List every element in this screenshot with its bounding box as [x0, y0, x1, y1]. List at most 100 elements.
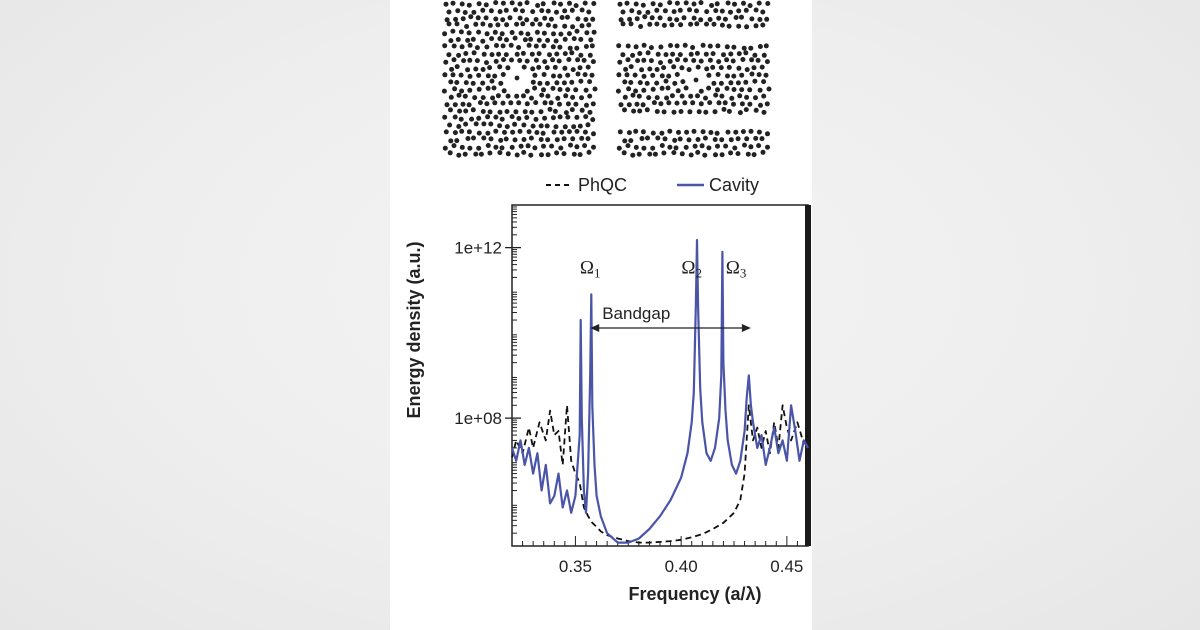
lattice-dot — [446, 9, 452, 15]
lattice-dot — [485, 114, 491, 120]
lattice-dot — [724, 57, 730, 63]
lattice-dot — [514, 152, 520, 158]
chart-svg: PhQC Cavity 1e+08 1e+12 0.35 0.40 0.45 Ω1 Ω2… — [404, 0, 811, 604]
lattice-dot — [626, 86, 632, 92]
lattice-dot — [574, 45, 580, 51]
lattice-dot — [719, 152, 725, 158]
lattice-dot — [739, 101, 745, 107]
lattice-dot — [452, 130, 458, 136]
lattice-dot — [451, 143, 457, 149]
lattice-dot — [721, 106, 727, 112]
figure: PhQC Cavity 1e+08 1e+12 0.35 0.40 0.45 Ω1 Ω2… — [390, 0, 812, 630]
lattice-dot — [704, 21, 709, 27]
lattice-dot — [678, 109, 684, 114]
lattice-dot — [747, 87, 753, 93]
lattice-dot — [441, 88, 447, 94]
lattice-dot — [679, 151, 685, 157]
lattice-dot — [495, 93, 501, 99]
lattice-dot — [480, 38, 486, 44]
lattice-dot — [751, 152, 757, 158]
lattice-dot — [617, 129, 623, 135]
lattice-dot — [686, 67, 692, 73]
lattice-dot — [450, 0, 456, 6]
lattice-dot — [478, 151, 484, 157]
lattice-dot — [582, 0, 588, 6]
y-tick-label: 1e+08 — [454, 409, 502, 428]
lattice-dot — [655, 135, 661, 141]
lattice-dot — [732, 145, 738, 151]
lattice-dot — [521, 149, 527, 155]
lattice-dot — [744, 136, 750, 142]
lattice-dot — [538, 109, 544, 115]
lattice-dot — [764, 59, 770, 65]
lattice-dot — [541, 143, 546, 149]
lattice-dot — [729, 95, 735, 101]
lattice-dot — [663, 52, 669, 58]
lattice-dot — [744, 67, 750, 73]
lattice-dot — [700, 42, 706, 48]
lattice-dot — [557, 44, 563, 50]
lattice-dot — [513, 7, 518, 13]
lattice-dot — [539, 152, 544, 158]
lattice-dot — [680, 79, 686, 85]
lattice-dot — [451, 43, 457, 49]
lattice-dot — [628, 80, 634, 85]
y-tick-label: 1e+12 — [454, 239, 502, 258]
lattice-dot — [448, 38, 454, 44]
lattice-dot — [500, 72, 506, 77]
lattice-dot — [533, 116, 539, 122]
lattice-dot — [668, 43, 673, 48]
lattice-dot — [562, 65, 568, 71]
lattice-dot — [521, 64, 527, 70]
lattice-dot — [571, 124, 577, 130]
lattice-dot — [757, 44, 763, 49]
lattice-dot — [748, 45, 754, 51]
lattice-dot — [562, 8, 568, 14]
lattice-dot — [706, 85, 712, 91]
lattice-dot — [524, 17, 530, 23]
lattice-dot — [480, 67, 486, 72]
lattice-dot — [618, 102, 624, 108]
lattice-dot — [545, 37, 551, 43]
lattice-dot — [695, 149, 701, 155]
lattice-dot — [703, 109, 709, 115]
lattice-dot — [484, 44, 490, 50]
lattice-dot — [760, 149, 766, 155]
lattice-dot — [476, 145, 482, 151]
lattice-dot — [743, 7, 749, 13]
lattice-dot — [505, 65, 511, 71]
lattice-dot — [666, 73, 672, 79]
lattice-dot — [524, 88, 530, 94]
lattice-dot — [587, 109, 593, 115]
lattice-dot — [459, 88, 465, 94]
lattice-dot — [567, 45, 573, 51]
lattice-dot — [488, 121, 494, 127]
lattice-dot — [563, 93, 569, 99]
lattice-dot — [621, 150, 627, 156]
lattice-dot — [583, 87, 589, 93]
lattice-dot — [759, 64, 765, 70]
lattice-dot — [728, 9, 733, 15]
lattice-dot — [674, 43, 680, 49]
lattice-dot — [456, 92, 462, 98]
lattice-dot — [634, 16, 640, 22]
lattice-dot — [542, 59, 548, 65]
lattice-dot — [622, 138, 628, 144]
lattice-dot — [736, 51, 742, 57]
lattice-dot — [761, 52, 767, 58]
lattice-dot — [633, 144, 639, 150]
lattice-dot — [635, 58, 641, 64]
lattice-dot — [577, 65, 583, 71]
lattice-dot — [459, 44, 465, 50]
lattice-dot — [456, 124, 462, 129]
lattice-dot — [670, 51, 676, 57]
lattice-dot — [678, 22, 684, 28]
lattice-dot — [442, 31, 448, 37]
lattice-dot — [526, 42, 532, 48]
lattice-dot — [573, 3, 579, 9]
lattice-dot — [710, 64, 716, 70]
lattice-dot — [552, 64, 558, 70]
lattice-dot — [683, 0, 689, 6]
lattice-dot — [641, 87, 647, 93]
lattice-dot — [545, 152, 551, 158]
